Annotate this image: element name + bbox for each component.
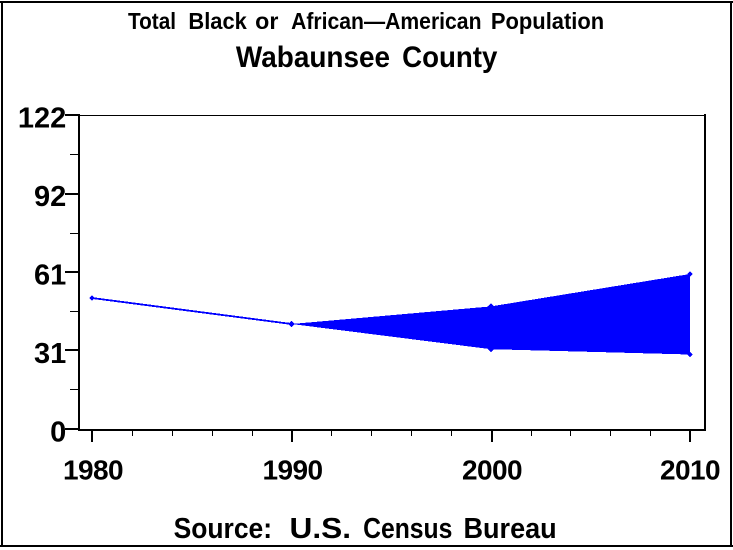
svg-text:31: 31 [34, 338, 66, 370]
svg-text:or: or [255, 8, 278, 34]
svg-text:Population: Population [491, 8, 604, 34]
svg-text:61: 61 [34, 260, 66, 292]
svg-text:County: County [402, 41, 498, 74]
svg-text:0: 0 [50, 416, 66, 448]
svg-text:Wabaunsee: Wabaunsee [236, 41, 390, 74]
svg-text:U.S.: U.S. [290, 513, 352, 545]
svg-text:Census: Census [363, 513, 452, 545]
svg-text:Total: Total [128, 8, 176, 34]
svg-text:Bureau: Bureau [464, 513, 557, 545]
svg-text:Source:: Source: [174, 513, 273, 545]
svg-text:2010: 2010 [660, 454, 720, 485]
svg-text:Black: Black [188, 8, 247, 34]
svg-text:2000: 2000 [462, 454, 522, 485]
svg-text:122: 122 [18, 103, 66, 135]
svg-text:1980: 1980 [63, 454, 123, 485]
svg-text:92: 92 [34, 181, 66, 213]
svg-text:1990: 1990 [262, 454, 322, 485]
svg-text:African—American: African—American [291, 8, 481, 34]
